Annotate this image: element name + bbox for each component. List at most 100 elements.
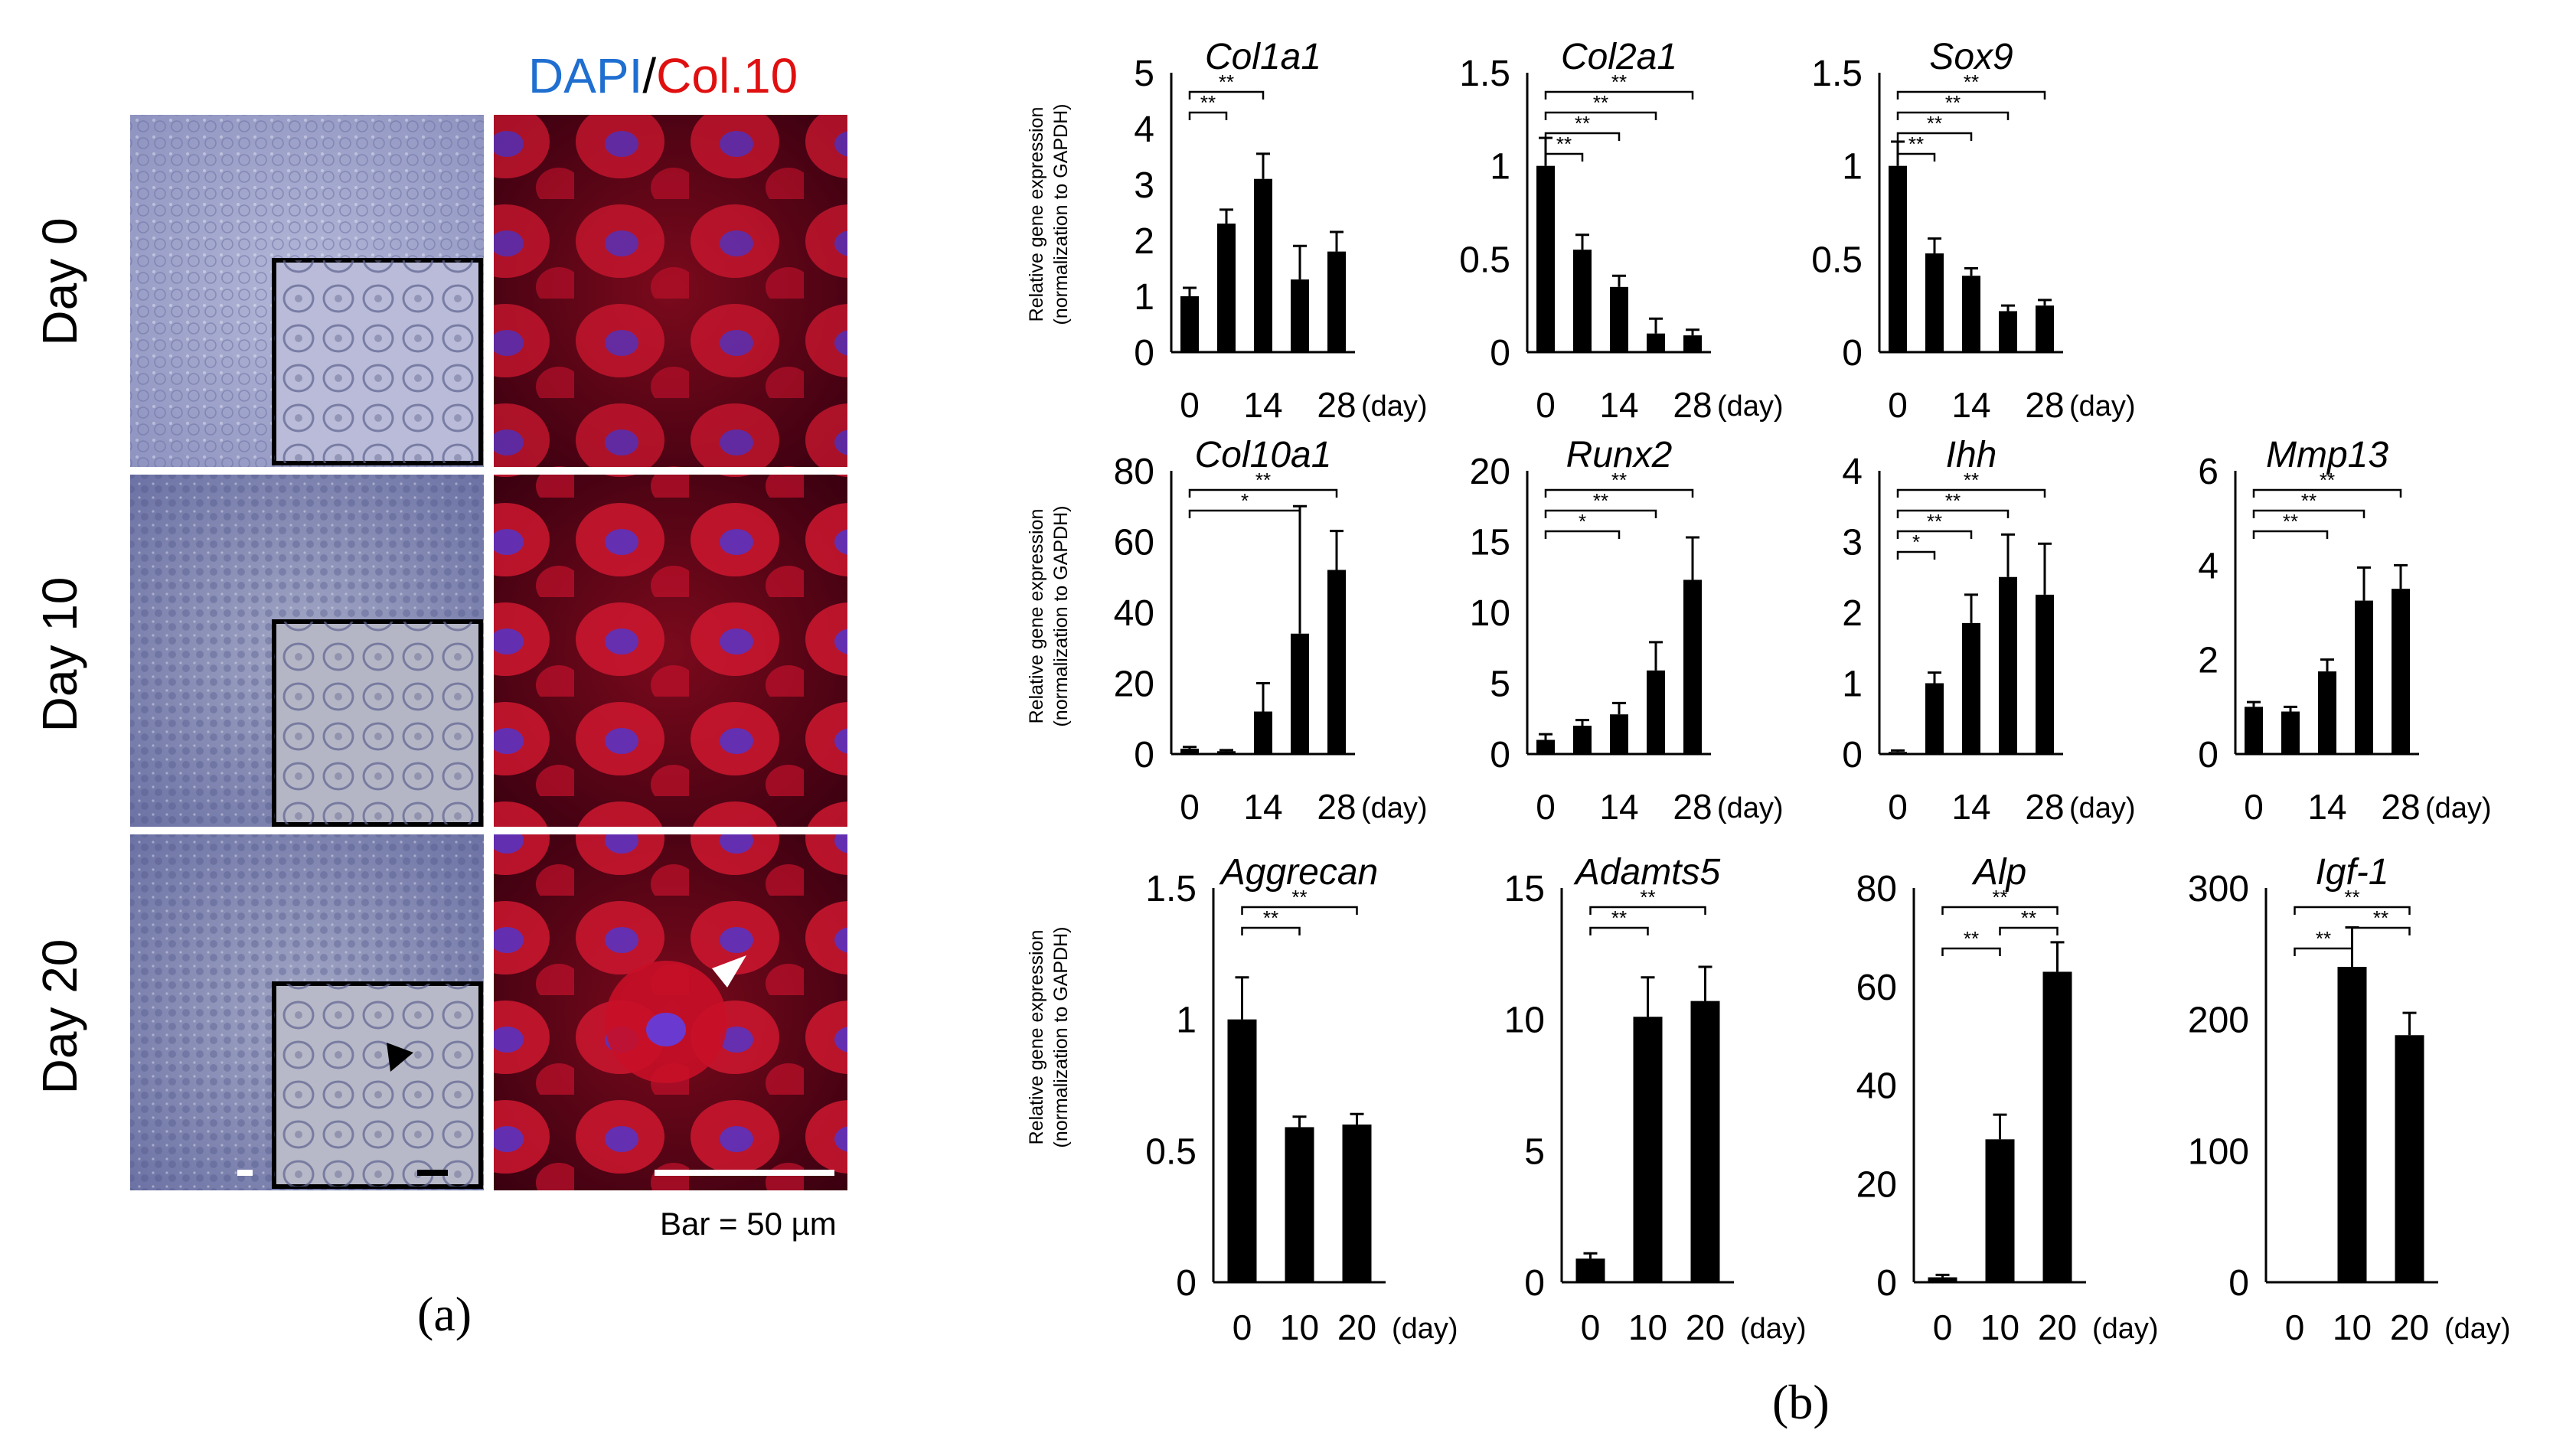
x-tick-label: 0 bbox=[1536, 385, 1556, 425]
y-tick-label: 40 bbox=[1114, 593, 1154, 634]
y-tick-label: 4 bbox=[2198, 546, 2219, 586]
y-tick-label: 0 bbox=[1134, 735, 1154, 775]
significance-bracket bbox=[2252, 530, 2329, 539]
significance-bracket bbox=[1544, 488, 1694, 498]
x-tick-label: 14 bbox=[1243, 787, 1282, 827]
y-tick-label: 0 bbox=[1876, 1263, 1897, 1304]
significance-label: ** bbox=[1255, 468, 1271, 491]
y-tick-label: 0 bbox=[1842, 735, 1863, 775]
bar-day-20 bbox=[1342, 1125, 1372, 1282]
significance-label: ** bbox=[1611, 468, 1627, 491]
significance-label: ** bbox=[2320, 468, 2335, 491]
bar-day-28 bbox=[1683, 579, 1702, 754]
y-tick-label: 60 bbox=[1114, 523, 1154, 563]
hypertrophic-cell-arrowhead-black bbox=[387, 1043, 413, 1072]
brightfield-day10 bbox=[130, 475, 484, 827]
significance-bracket bbox=[1896, 111, 2010, 120]
panel-label-b: (b) bbox=[1772, 1375, 1830, 1429]
significance-label: ** bbox=[1575, 112, 1590, 135]
bar-day-14 bbox=[1610, 714, 1628, 754]
bar-day-28 bbox=[2036, 305, 2054, 352]
significance-bracket bbox=[1544, 530, 1621, 539]
chart-title: Col10a1 bbox=[1195, 435, 1332, 475]
bar-day-21 bbox=[1647, 333, 1665, 352]
bar-day-14 bbox=[1610, 286, 1628, 352]
x-tick-label: 28 bbox=[1317, 787, 1356, 827]
y-tick-label: 4 bbox=[1134, 109, 1154, 150]
y-tick-label: 0 bbox=[1524, 1263, 1545, 1304]
x-tick-label: 20 bbox=[1686, 1307, 1725, 1347]
significance-label: ** bbox=[1263, 906, 1278, 929]
x-tick-label: 0 bbox=[1933, 1307, 1953, 1347]
significance-label: * bbox=[1579, 510, 1586, 533]
y-tick-label: 6 bbox=[2198, 452, 2219, 492]
significance-bracket bbox=[1896, 509, 2010, 518]
significance-label: ** bbox=[1200, 91, 1216, 114]
x-tick-label: 14 bbox=[1951, 385, 1990, 425]
x-unit-label: (day) bbox=[1392, 1313, 1458, 1345]
significance-label: ** bbox=[1945, 489, 1961, 512]
bar-day-14 bbox=[1254, 711, 1272, 754]
significance-bracket bbox=[1544, 111, 1657, 120]
chart-igf-1: 0 100 200 300 Igf-1 0 10 20 (day) ** ** ** bbox=[2188, 852, 2511, 1347]
x-tick-label: 14 bbox=[1599, 385, 1638, 425]
scale-bar-main bbox=[237, 1170, 253, 1176]
chart-title: Adamts5 bbox=[1573, 852, 1721, 893]
panel-b: Relative gene expression (normalization t… bbox=[995, 0, 2563, 1456]
x-unit-label: (day) bbox=[1717, 390, 1784, 423]
x-tick-label: 0 bbox=[2244, 787, 2264, 827]
x-tick-label: 0 bbox=[1536, 787, 1556, 827]
significance-label: ** bbox=[1964, 70, 1979, 93]
chart-title: Col2a1 bbox=[1561, 37, 1677, 77]
chart-title: Ihh bbox=[1946, 435, 1997, 475]
bar-day-0 bbox=[1227, 1019, 1257, 1282]
fluorescence-day20 bbox=[494, 834, 847, 1190]
brightfield-day0 bbox=[130, 115, 484, 467]
y-tick-label: 15 bbox=[1470, 523, 1510, 563]
x-tick-label: 0 bbox=[1581, 1307, 1601, 1347]
bar-day-7 bbox=[1217, 224, 1236, 352]
y-tick-label: 2 bbox=[1842, 593, 1863, 634]
x-tick-label: 0 bbox=[2285, 1307, 2305, 1347]
x-tick-label: 28 bbox=[2025, 787, 2064, 827]
y-tick-label: 20 bbox=[1856, 1164, 1897, 1205]
significance-label: * bbox=[1912, 530, 1920, 553]
bar-day-14 bbox=[1962, 276, 1980, 352]
x-unit-label: (day) bbox=[1740, 1313, 1807, 1345]
y-tick-label: 1.5 bbox=[1811, 54, 1863, 94]
bar-day-0 bbox=[1536, 739, 1555, 754]
significance-label: ** bbox=[1593, 91, 1608, 114]
bar-day-10 bbox=[1633, 1017, 1663, 1282]
significance-bracket bbox=[1896, 152, 1936, 162]
x-tick-label: 0 bbox=[1233, 1307, 1252, 1347]
bar-day-28 bbox=[1327, 570, 1346, 754]
bar-day-14 bbox=[1962, 622, 1980, 754]
significance-bracket bbox=[1896, 90, 2046, 100]
significance-bracket bbox=[1941, 906, 2059, 915]
chart-aggrecan: 0 0.5 1 1.5 Aggrecan 0 10 20 (day) ** ** bbox=[1145, 852, 1458, 1347]
bar-day-20 bbox=[1690, 1001, 1720, 1282]
bar-day-7 bbox=[1925, 683, 1944, 754]
x-tick-label: 0 bbox=[1888, 787, 1908, 827]
bar-day-0 bbox=[1889, 165, 1907, 352]
y-tick-label: 80 bbox=[1856, 869, 1897, 909]
bar-day-7 bbox=[1573, 250, 1592, 352]
bar-day-14 bbox=[1254, 178, 1272, 352]
significance-bracket bbox=[1188, 488, 1338, 498]
significance-label: ** bbox=[1927, 112, 1942, 135]
chart-title: Alp bbox=[1971, 852, 2026, 893]
y-tick-label: 0 bbox=[1842, 333, 1863, 374]
y-tick-label: 5 bbox=[1524, 1131, 1545, 1172]
significance-bracket bbox=[1896, 530, 1973, 539]
bar-day-7 bbox=[1925, 253, 1944, 352]
y-tick-label: 4 bbox=[1842, 452, 1863, 492]
significance-bracket bbox=[1188, 111, 1228, 120]
significance-bracket bbox=[1544, 152, 1584, 162]
y-tick-label: 1 bbox=[1842, 664, 1863, 705]
x-unit-label: (day) bbox=[1361, 390, 1428, 423]
y-tick-label: 0.5 bbox=[1811, 240, 1863, 280]
chart-title: Sox9 bbox=[1929, 37, 2013, 77]
